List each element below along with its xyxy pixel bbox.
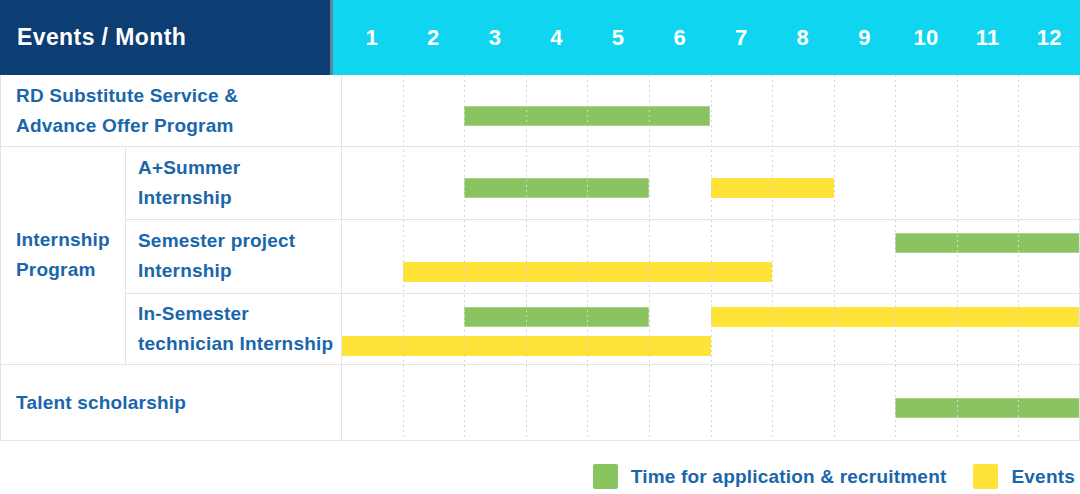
label-chart-divider [341,75,342,441]
row-label-line: Internship [16,225,125,255]
row-label-line: A+Summer [138,153,341,183]
row-divider [125,219,1080,220]
month-gridline [526,75,527,441]
gantt-bar-application [895,398,1080,418]
row-label: Semester projectInternship [125,219,341,293]
gantt-bar-application [895,233,1080,253]
month-header-label: 2 [403,0,465,75]
header-title-cell: Events / Month [0,0,330,75]
month-header-label: 6 [649,0,711,75]
legend: Time for application & recruitment Event… [0,459,1080,494]
row-label-line: Program [16,255,125,285]
gantt-row: RD Substitute Service &Advance Offer Pro… [0,75,1080,146]
month-gridline [772,75,773,441]
month-header-label: 8 [772,0,834,75]
month-header-label: 5 [587,0,649,75]
table-left-border [0,75,1,441]
row-divider [0,146,1080,147]
month-gridline [1018,75,1019,441]
month-header-label: 1 [341,0,403,75]
gantt-row: A+SummerInternship [0,146,1080,219]
month-header-label: 7 [711,0,773,75]
gantt-row: In-Semestertechnician Internship [0,293,1080,364]
row-label: A+SummerInternship [125,146,341,219]
month-header-label: 11 [957,0,1019,75]
month-gridline [834,75,835,441]
legend-events-swatch [973,464,998,489]
month-gridline [587,75,588,441]
month-gridline [895,75,896,441]
group-sublabel-divider [125,146,126,364]
gantt-row: Semester projectInternship [0,219,1080,293]
gantt-row: Talent scholarship [0,364,1080,441]
legend-application-label: Time for application & recruitment [631,466,947,488]
month-gridline [957,75,958,441]
row-label-line: Semester project [138,226,341,256]
gantt-bar-application [464,307,649,327]
gantt-bar-application [464,178,649,198]
month-header-label: 3 [464,0,526,75]
row-divider [0,364,1080,365]
row-label: RD Substitute Service &Advance Offer Pro… [0,75,341,146]
row-label-line: technician Internship [138,329,341,359]
row-divider [125,293,1080,294]
month-header-label: 4 [526,0,588,75]
month-header-label: 10 [895,0,957,75]
month-gridline [649,75,650,441]
legend-events-label: Events [1011,466,1075,488]
table-body: RD Substitute Service &Advance Offer Pro… [0,75,1080,441]
table-header: Events / Month 123456789101112 [0,0,1080,75]
month-header-label: 9 [834,0,896,75]
month-gridline [464,75,465,441]
row-label-line: Advance Offer Program [16,111,341,141]
gantt-schedule-chart: Events / Month 123456789101112 RD Substi… [0,0,1080,494]
row-label: In-Semestertechnician Internship [125,293,341,364]
month-gridline [403,75,404,441]
row-label-line: In-Semester [138,299,341,329]
row-label-line: Internship [138,183,341,213]
header-title: Events / Month [17,24,186,51]
row-label-line: RD Substitute Service & [16,81,341,111]
row-label-line: Internship [138,256,341,286]
legend-application-swatch [593,464,618,489]
row-label-line: Talent scholarship [16,388,341,418]
month-gridline [711,75,712,441]
month-header-label: 12 [1018,0,1080,75]
month-header-row: 123456789101112 [333,0,1080,75]
row-label: Talent scholarship [0,364,341,441]
table-bottom-border [0,440,1080,441]
group-label: InternshipProgram [0,146,125,364]
